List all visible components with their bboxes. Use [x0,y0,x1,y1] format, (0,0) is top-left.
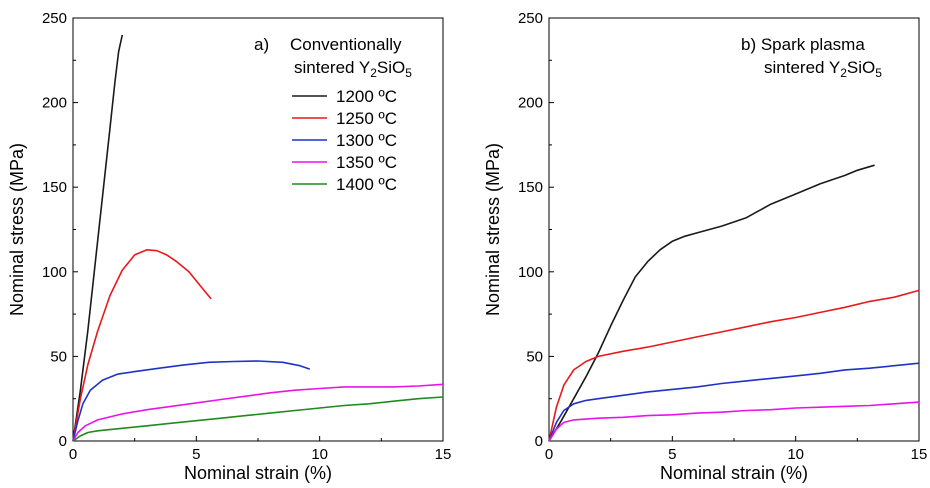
x-tick-label: 15 [435,446,452,463]
x-axis-label: Nominal strain (%) [184,463,332,483]
legend-entry: 1400 ºC [336,175,397,194]
x-tick-label: 15 [911,446,928,463]
legend-entry: 1250 ºC [336,109,397,128]
x-tick-label: 5 [192,446,200,463]
y-tick-label: 50 [50,348,67,365]
y-tick-label: 100 [42,264,67,281]
y-tick-label: 150 [518,179,543,196]
x-axis-label: Nominal strain (%) [660,463,808,483]
plot-frame [72,17,444,442]
series-line [548,164,875,442]
series-line [72,249,212,442]
y-tick-label: 0 [59,433,67,450]
panel-title-line2: sintered Y2SiO5 [294,58,412,80]
y-tick-label: 200 [518,95,543,112]
y-tick-label: 0 [535,433,543,450]
x-tick-label: 10 [787,446,804,463]
panel-title-line1: Conventionally [290,35,402,54]
y-tick-label: 250 [518,10,543,27]
series-line [548,289,920,442]
legend-entry: 1300 ºC [336,131,397,150]
y-tick-label: 150 [42,179,67,196]
series-line [548,401,920,442]
series-line [72,360,311,442]
y-tick-label: 100 [518,264,543,281]
x-tick-label: 0 [69,446,77,463]
plot-frame [548,17,920,442]
series-line [72,383,444,442]
series-line [548,362,920,442]
y-axis-label: Nominal stress (MPa) [7,143,27,316]
panel-title-line1: b) Spark plasma [741,35,865,54]
y-tick-label: 50 [526,348,543,365]
y-tick-label: 250 [42,10,67,27]
x-tick-label: 5 [668,446,676,463]
y-tick-label: 200 [42,95,67,112]
series-line [72,34,124,442]
x-tick-label: 0 [545,446,553,463]
legend-entry: 1350 ºC [336,153,397,172]
x-tick-label: 10 [311,446,328,463]
panel-title-line2: sintered Y2SiO5 [764,58,882,80]
legend-entry: 1200 ºC [336,87,397,106]
series-line [72,396,444,442]
y-axis-label: Nominal stress (MPa) [483,143,503,316]
panel-label: a) [254,35,269,54]
